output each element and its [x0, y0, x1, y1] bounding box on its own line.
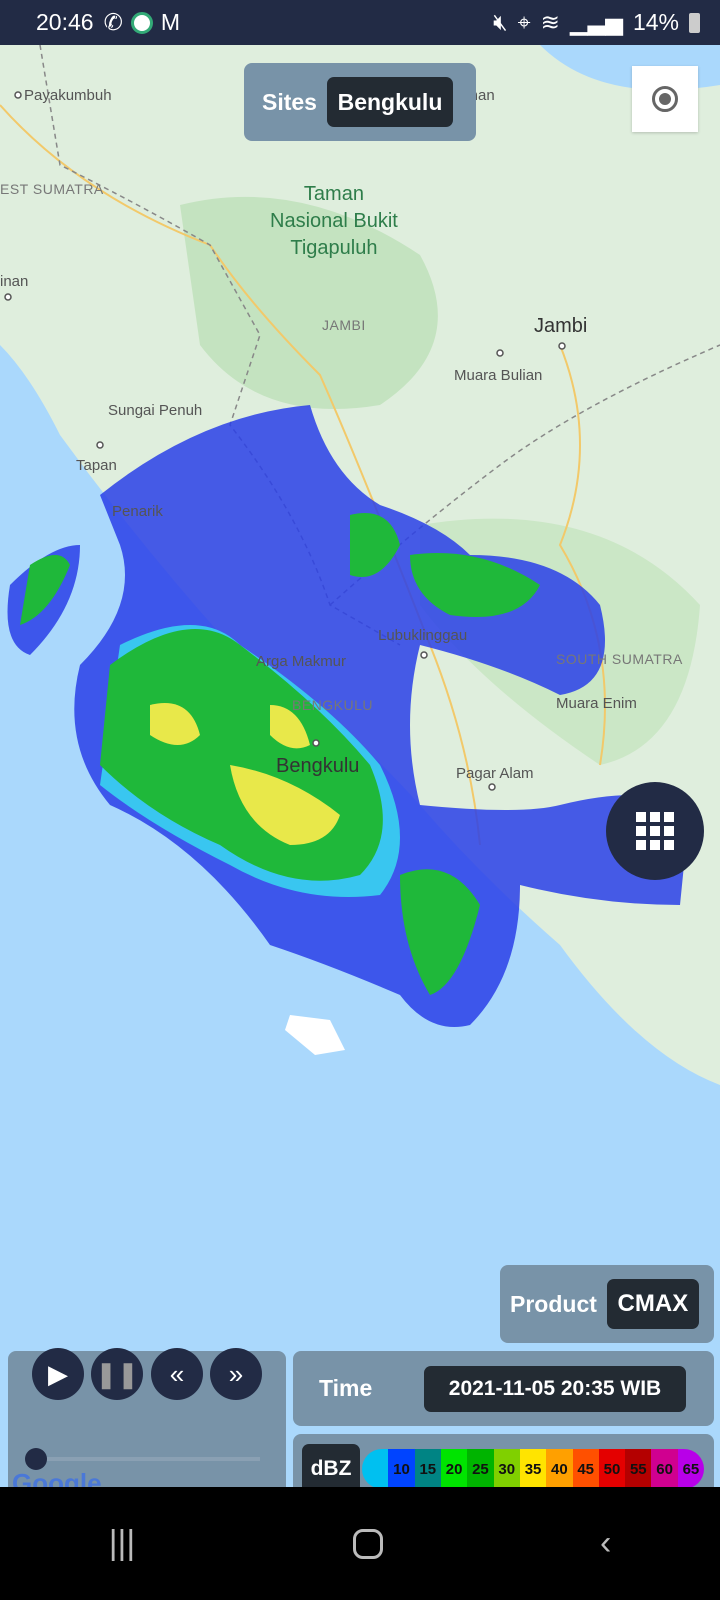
sites-selector[interactable]: Sites Bengkulu	[244, 63, 476, 141]
product-selector[interactable]: Product CMAX	[500, 1265, 714, 1343]
echo-green	[400, 869, 480, 995]
echo-yellow	[230, 765, 340, 845]
radar-map[interactable]: Payakumbuh Tembilahan EST SUMATRA Taman …	[0, 44, 720, 1485]
map-label: Jambi	[534, 315, 588, 337]
legend-stop: 10	[388, 1449, 415, 1489]
product-value[interactable]: CMAX	[606, 1279, 699, 1329]
play-button[interactable]: ▶	[32, 1348, 84, 1400]
clock: 20:46	[36, 9, 94, 35]
signal-icon: ▁▃▅	[569, 9, 623, 35]
sites-value[interactable]: Bengkulu	[326, 77, 453, 127]
time-value: 2021-11-05 20:35 WIB	[424, 1365, 686, 1412]
legend-stop: 25	[467, 1449, 494, 1489]
legend-stop: 35	[519, 1449, 547, 1489]
bmkg-icon	[130, 11, 153, 34]
map-label: Lubuklinggau	[378, 627, 468, 644]
map-label: inan	[0, 273, 29, 290]
legend-stop: 30	[493, 1449, 520, 1489]
map-label: Arga Makmur	[256, 653, 347, 670]
map-label: Pagar Alam	[456, 765, 534, 782]
echo-blue	[74, 405, 691, 1027]
map-label: Muara Enim	[556, 695, 637, 712]
road	[558, 344, 606, 766]
map-label: Muara Bulian	[454, 367, 543, 384]
menu-grid-button[interactable]	[606, 782, 704, 880]
time-slider-handle[interactable]	[25, 1448, 47, 1470]
my-location-button[interactable]	[632, 66, 698, 132]
battery-icon	[689, 12, 700, 33]
recent-apps-button[interactable]: |||	[108, 1524, 136, 1562]
map-label: Sungai Penuh	[108, 402, 203, 419]
echo-green	[20, 555, 70, 625]
gmail-icon: M	[160, 9, 181, 35]
product-label: Product	[510, 1290, 597, 1317]
legend-unit: dBZ	[302, 1444, 360, 1494]
map-label: JAMBI	[322, 317, 366, 333]
radar-echoes	[7, 405, 691, 1027]
step-back-button[interactable]: «	[151, 1348, 203, 1400]
echo-yellow	[270, 705, 310, 749]
legend-stop	[362, 1449, 389, 1489]
crosshair-icon	[652, 86, 678, 112]
time-slider[interactable]	[26, 1457, 260, 1461]
map-label: EST SUMATRA	[0, 181, 104, 197]
legend-stop: 15	[414, 1449, 441, 1489]
legend-stop: 60	[651, 1449, 678, 1489]
island	[285, 1015, 345, 1055]
pause-icon: ❚❚	[95, 1358, 139, 1389]
echo-green	[350, 513, 400, 577]
map-label: Bengkulu	[276, 755, 360, 777]
echo-green	[410, 553, 540, 617]
city-dots	[4, 91, 566, 791]
battery-level: 14%	[632, 9, 679, 35]
play-icon: ▶	[48, 1358, 68, 1389]
map-canvas	[0, 44, 720, 1485]
pause-button[interactable]: ❚❚	[91, 1348, 143, 1400]
map-label: Payakumbuh	[24, 87, 112, 104]
legend-stop: 40	[546, 1449, 573, 1489]
back-button[interactable]: ‹	[599, 1524, 612, 1562]
legend-stop: 50	[598, 1449, 626, 1489]
step-forward-button[interactable]: »	[210, 1348, 262, 1400]
land-forest	[180, 196, 438, 409]
mute-icon: 🔇︎	[493, 9, 508, 35]
home-button[interactable]	[352, 1528, 383, 1559]
status-bar: 20:46 ✆ M 🔇︎ ⌖ ≋ ▁▃▅ 14%	[0, 0, 720, 45]
location-icon: ⌖	[517, 9, 531, 35]
forward-icon: »	[228, 1358, 244, 1389]
time-panel: Time 2021-11-05 20:35 WIB	[293, 1351, 714, 1426]
map-label: BENGKULU	[292, 697, 374, 713]
wifi-icon: ≋	[540, 9, 560, 35]
android-nav-bar: ||| ‹	[0, 1487, 720, 1600]
map-label: Taman Nasional Bukit Tigapuluh	[270, 183, 398, 259]
echo-yellow	[150, 703, 200, 745]
rewind-icon: «	[169, 1358, 185, 1389]
map-label: Penarik	[112, 503, 163, 520]
dbz-color-scale: 10 15 20 25 30 35 40 45 50 55 60 65	[362, 1449, 704, 1489]
legend-stop: 20	[440, 1449, 468, 1489]
legend-stop: 55	[625, 1449, 652, 1489]
legend-stop: 45	[572, 1449, 599, 1489]
map-label: SOUTH SUMATRA	[556, 651, 683, 667]
sites-label: Sites	[262, 88, 317, 115]
whatsapp-icon: ✆	[103, 9, 123, 35]
road	[0, 104, 481, 846]
time-label: Time	[319, 1375, 373, 1401]
map-label: Tapan	[76, 457, 117, 474]
